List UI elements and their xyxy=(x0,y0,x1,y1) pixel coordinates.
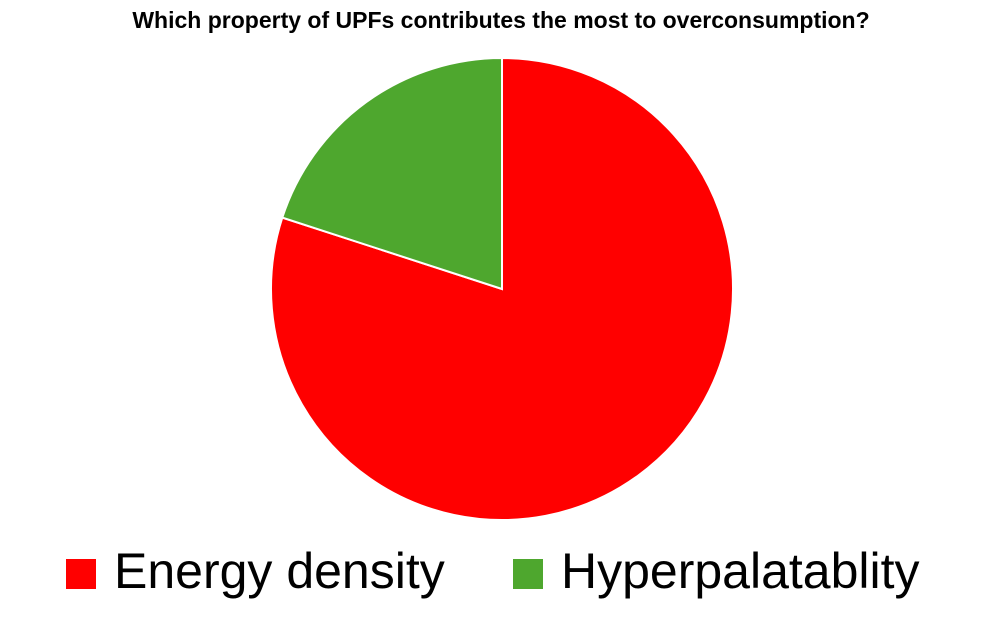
legend-swatch xyxy=(66,559,96,589)
legend-swatch xyxy=(513,559,543,589)
legend-label: Hyperpalatablity xyxy=(561,543,920,599)
pie-slice xyxy=(281,56,503,291)
legend-label: Energy density xyxy=(114,543,445,599)
chart-title: Which property of UPFs contributes the m… xyxy=(132,7,869,33)
